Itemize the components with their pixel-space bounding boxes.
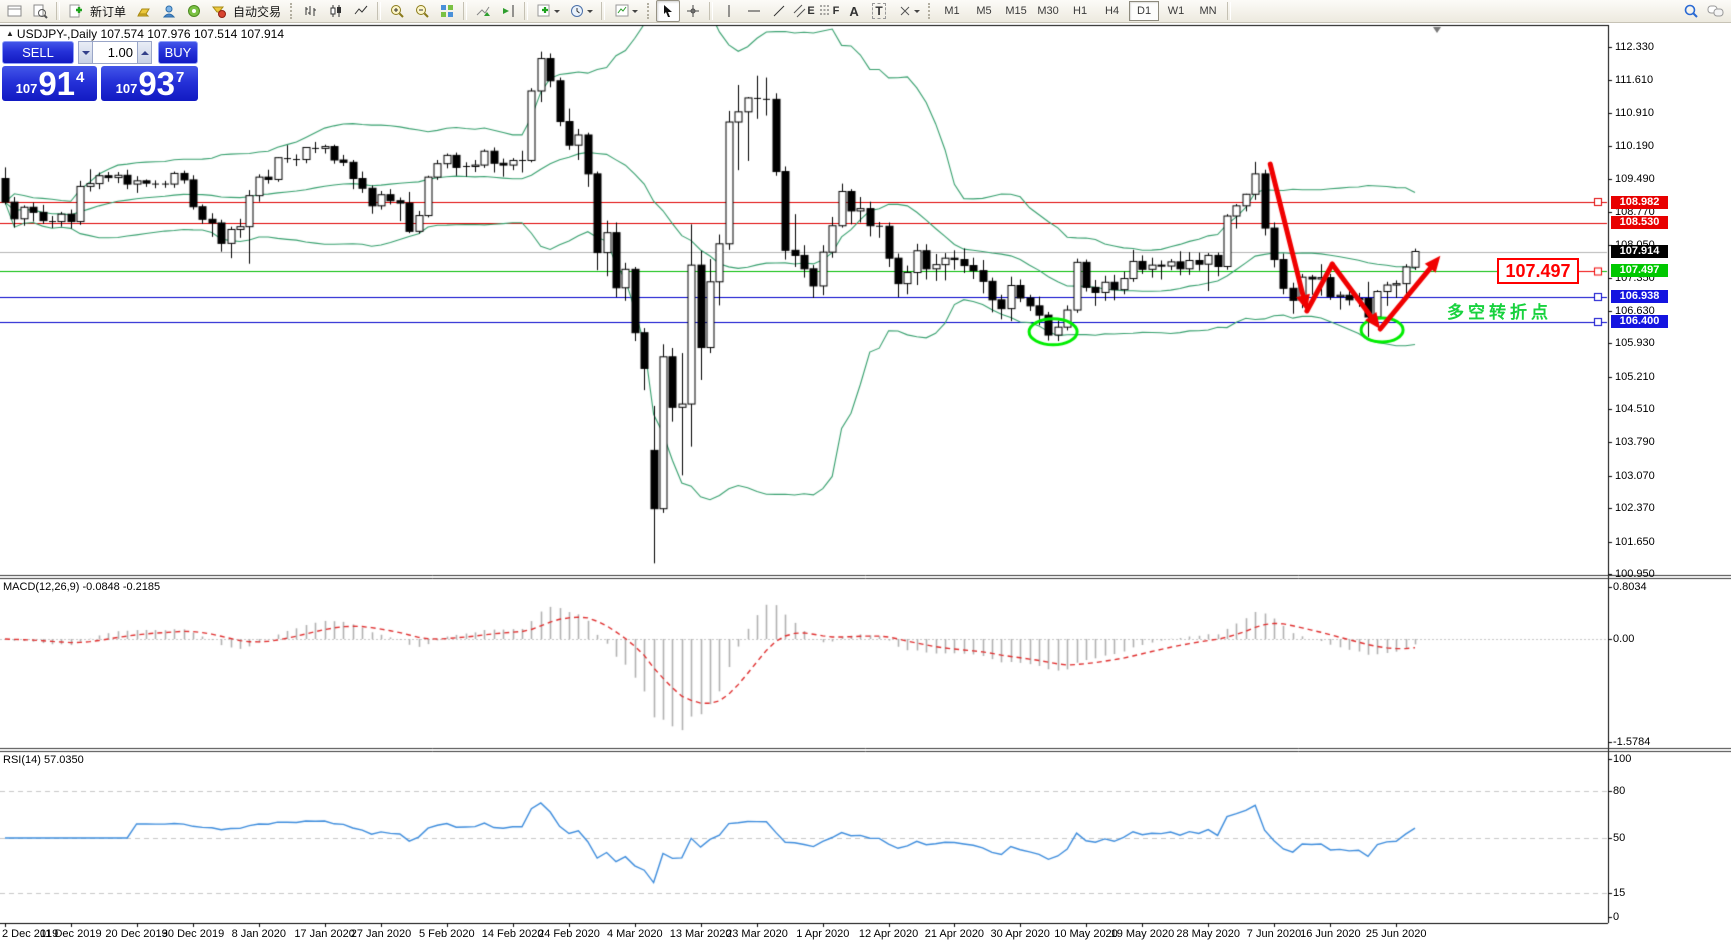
buy-price-button[interactable]: 107 93 7 — [101, 66, 198, 101]
timeframe-button-m30[interactable]: M30 — [1037, 5, 1059, 17]
dropdown-caret — [553, 10, 560, 16]
sell-price-pip: 4 — [76, 69, 85, 86]
price-annotation-box[interactable]: 107.497 — [1497, 258, 1579, 284]
lot-increase-button[interactable] — [137, 41, 152, 64]
cursor-tool-icon[interactable] — [656, 0, 681, 22]
bar-chart-icon[interactable] — [299, 0, 323, 22]
buy-price-main: 93 — [138, 65, 176, 102]
dropdown-caret — [586, 10, 593, 16]
crosshair-tool-icon[interactable] — [681, 0, 705, 22]
symbol-label: USDJPY-,Daily — [16, 27, 98, 41]
autotrading-label[interactable]: 自动交易 — [233, 4, 282, 19]
lot-decrease-button[interactable] — [78, 41, 93, 64]
symbol-tree-arrow-icon: ▲ — [6, 29, 14, 38]
indicators-icon[interactable] — [532, 0, 564, 22]
fibonacci-tool-icon[interactable]: F — [817, 0, 841, 22]
sell-price-main: 91 — [38, 65, 76, 102]
line-chart-icon[interactable] — [349, 0, 373, 22]
toolbar-separator — [463, 2, 468, 20]
periods-icon[interactable] — [565, 0, 597, 22]
main-toolbar: 新订单 自动交易 E F A T M1 M5 M15 M30 H1 H4 D1 W1 MN — [0, 0, 1731, 23]
signal-icon[interactable] — [182, 0, 206, 22]
toolbar-grip — [290, 3, 295, 19]
search-icon[interactable] — [1679, 0, 1703, 22]
zoom-out-icon[interactable] — [410, 0, 434, 22]
text-tool-letter: A — [849, 3, 859, 19]
channel-letter: E — [807, 5, 815, 17]
dropdown-caret — [913, 10, 920, 16]
vertical-line-tool-icon[interactable] — [717, 0, 741, 22]
label-tool-letter: T — [872, 3, 886, 19]
tile-windows-icon[interactable] — [435, 0, 459, 22]
chart-symbol-title: ▲ USDJPY-,Daily 107.574 107.976 107.514 1… — [6, 27, 284, 41]
text-tool-icon[interactable]: A — [842, 0, 866, 22]
new-order-icon[interactable] — [64, 0, 88, 22]
lot-size-input[interactable] — [93, 41, 137, 64]
timeframe-button-d1[interactable]: D1 — [1129, 1, 1160, 21]
toolbar-separator — [56, 2, 60, 20]
auto-scroll-icon[interactable] — [471, 0, 495, 22]
text-label-tool-icon[interactable]: T — [867, 0, 891, 22]
toolbar-grip — [647, 3, 652, 19]
equidistant-channel-tool-icon[interactable]: E — [792, 0, 816, 22]
chart-shift-icon[interactable] — [496, 0, 520, 22]
toolbar-separator — [1227, 2, 1232, 20]
candlestick-icon[interactable] — [324, 0, 348, 22]
timeframe-button-m15[interactable]: M15 — [1005, 5, 1027, 17]
sell-price-prefix: 107 — [15, 81, 38, 96]
buy-button[interactable]: BUY — [158, 41, 198, 64]
timeframe-button-w1[interactable]: W1 — [1167, 5, 1185, 17]
symbol-ohlc: 107.574 107.976 107.514 107.914 — [100, 27, 285, 41]
timeframe-button-mn[interactable]: MN — [1199, 5, 1217, 17]
chat-icon[interactable] — [1704, 0, 1728, 22]
buy-price-prefix: 107 — [115, 81, 138, 96]
arrows-tool-icon[interactable] — [892, 0, 924, 22]
trendline-tool-icon[interactable] — [767, 0, 791, 22]
toolbar-grip — [928, 3, 933, 19]
toolbar-separator — [601, 2, 606, 20]
buy-price-pip: 7 — [176, 69, 185, 86]
pivot-annotation-text[interactable]: 多空转折点 — [1447, 303, 1552, 322]
dropdown-caret — [631, 10, 638, 16]
print-preview-icon[interactable] — [28, 0, 52, 22]
toolbar-separator — [709, 2, 714, 20]
gold-symbol-icon[interactable] — [132, 0, 156, 22]
sell-button[interactable]: SELL — [2, 41, 74, 64]
timeframe-button-m1[interactable]: M1 — [944, 5, 960, 17]
horizontal-line-tool-icon[interactable] — [742, 0, 766, 22]
timeframe-bar: M1 M5 M15 M30 H1 H4 D1 W1 MN — [937, 1, 1223, 21]
new-order-label[interactable]: 新订单 — [90, 4, 127, 19]
zoom-in-icon[interactable] — [385, 0, 409, 22]
expert-advisor-icon[interactable] — [157, 0, 181, 22]
autotrading-icon[interactable] — [207, 0, 231, 22]
up-triangle-icon — [140, 47, 149, 55]
fibo-letter: F — [832, 5, 840, 17]
timeframe-button-h1[interactable]: H1 — [1073, 5, 1088, 17]
toolbar-separator — [524, 2, 529, 20]
timeframe-button-m5[interactable]: M5 — [976, 5, 992, 17]
sell-price-button[interactable]: 107 91 4 — [2, 66, 97, 101]
templates-icon[interactable] — [609, 0, 643, 22]
chart-window-icon[interactable] — [3, 0, 27, 22]
toolbar-separator — [377, 2, 382, 20]
down-triangle-icon — [81, 50, 90, 59]
timeframe-button-h4[interactable]: H4 — [1105, 5, 1120, 17]
